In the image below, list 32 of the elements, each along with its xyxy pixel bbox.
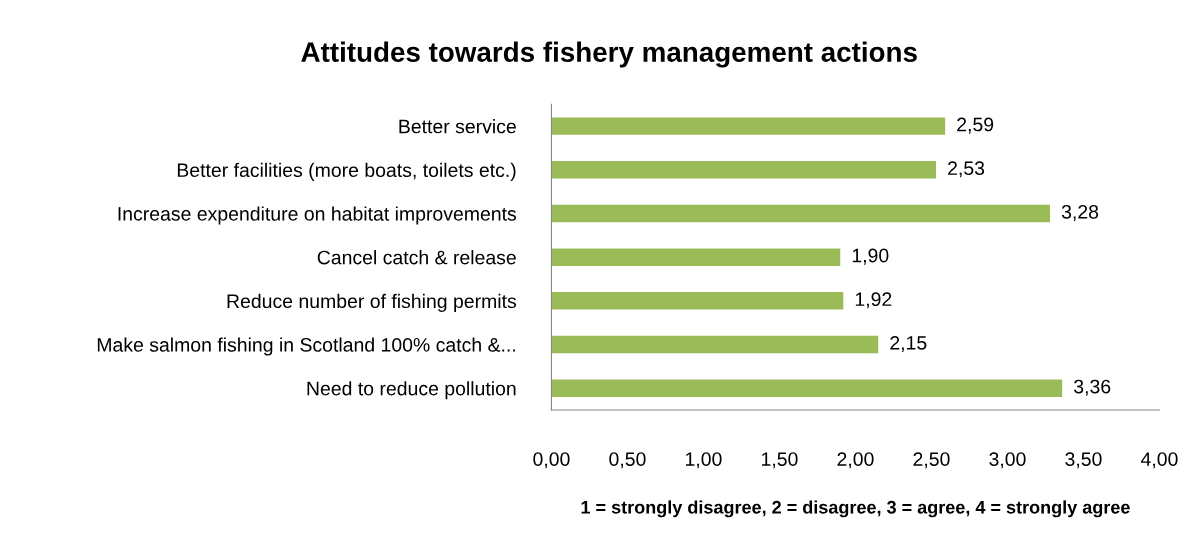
x-tick-label: 3,50	[1065, 452, 1102, 469]
x-tick-label: 1,00	[686, 452, 722, 469]
data-label: 2,59	[957, 117, 994, 134]
y-tick-label: Better facilities (more boats, toilets etc.)	[177, 162, 516, 181]
x-tick-label: 0,50	[609, 452, 646, 469]
bar	[551, 117, 946, 135]
bar	[551, 379, 1063, 397]
bar	[551, 335, 879, 354]
chart-title: Attitudes towards fishery management actions	[301, 41, 917, 68]
x-tick-label: 0,00	[533, 452, 570, 469]
bar	[551, 292, 844, 310]
x-tick-label: 1,50	[762, 452, 798, 469]
bar	[551, 204, 1051, 223]
data-label: 3,28	[1061, 204, 1099, 221]
x-tick-label: 2,00	[837, 452, 874, 469]
y-tick-label: Make salmon fishing in Scotland 100% catch &...	[97, 337, 515, 356]
bar	[551, 248, 841, 266]
y-tick-label: Increase expenditure on habitat improvements	[118, 206, 517, 225]
x-tick-label: 2,50	[913, 452, 950, 469]
data-label: 2,15	[890, 335, 927, 353]
x-tick-label: 4,00	[1140, 452, 1178, 469]
x-tick-label: 3,00	[989, 452, 1026, 469]
y-tick-label: Reduce number of fishing permits	[227, 293, 517, 312]
x-axis-title: 1 = strongly disagree, 2 = disagree, 3 = agree, 4 = strongly agree	[581, 500, 1130, 518]
data-label: 3,36	[1074, 379, 1111, 396]
y-tick-label: Cancel catch & release	[317, 250, 516, 265]
y-tick-label: Better service	[399, 119, 516, 134]
data-label: 1,90	[852, 248, 889, 265]
data-label: 2,53	[948, 161, 985, 178]
y-tick-label: Need to reduce pollution	[307, 381, 516, 400]
bar	[551, 161, 936, 179]
data-label: 1,92	[855, 292, 892, 309]
